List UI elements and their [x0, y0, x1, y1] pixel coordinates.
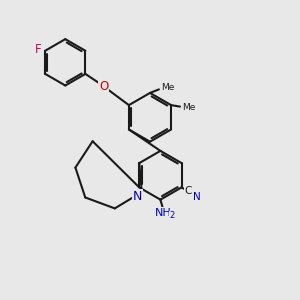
Text: NH: NH	[154, 208, 171, 218]
Text: Me: Me	[161, 83, 175, 92]
Text: 2: 2	[169, 211, 174, 220]
Text: F: F	[35, 43, 42, 56]
Text: O: O	[99, 80, 108, 93]
Text: C: C	[185, 186, 192, 196]
Text: Me: Me	[182, 103, 196, 112]
Text: N: N	[133, 190, 142, 203]
Text: N: N	[194, 192, 201, 202]
